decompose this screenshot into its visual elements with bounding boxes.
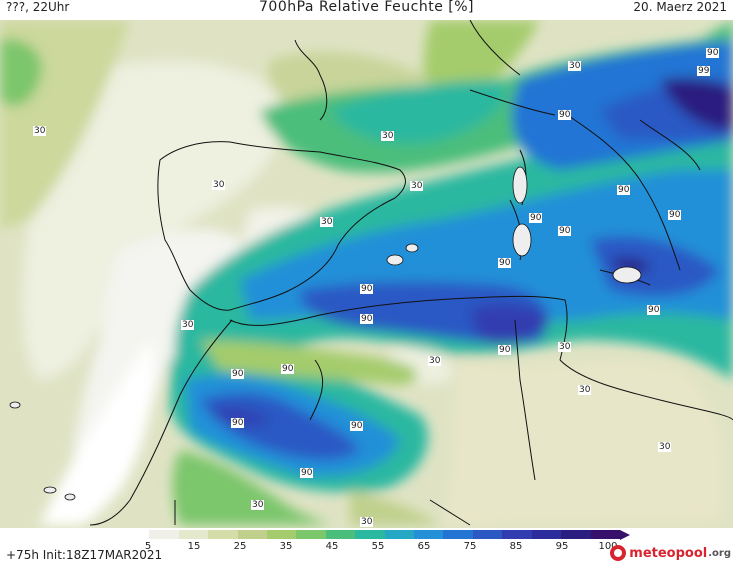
map-title: 700hPa Relative Feuchte [%] [259,0,474,15]
brand-logo-block: meteopool .org [610,545,731,561]
colorbar-legend: 5 15 25 35 45 55 65 75 85 95 100 [120,528,630,566]
contour-label: 90 [558,110,572,120]
colorbar-tick-label: 45 [325,541,339,552]
islands [9,166,642,501]
forecast-day-label: ???, 22Uhr [6,0,70,14]
colorbar-tick-label: 65 [417,541,431,552]
colorbar-segment [296,530,326,539]
contour-label: 30 [558,342,572,352]
contour-label: 90 [647,305,661,315]
contour-label: 30 [658,442,672,452]
brand-tld: .org [708,547,731,559]
contour-label: 90 [350,421,364,431]
contour-label: 90 [668,210,682,220]
contour-label: 90 [498,258,512,268]
contour-label: 90 [231,418,245,428]
contour-label: 90 [360,314,374,324]
contour-label: 90 [558,226,572,236]
colorbar-tick-label: 75 [463,541,477,552]
contour-label: 30 [578,385,592,395]
contour-label: 30 [33,126,47,136]
colorbar-segment [502,530,532,539]
forecast-date: 20. Maerz 2021 [633,0,727,14]
colorbar-segment [325,530,356,539]
colorbar-segment [120,530,150,539]
colorbar-tick-label: 85 [509,541,523,552]
colorbar-segment [237,530,268,539]
run-info: +75h Init:18Z17MAR2021 [6,548,163,562]
contour-label: 30 [360,517,374,527]
contour-label: 30 [320,217,334,227]
contour-label: 30 [410,181,424,191]
contour-label: 90 [360,284,374,294]
colorbar-segment [531,530,562,539]
colorbar-segment [443,530,473,539]
humidity-map [0,20,733,528]
contour-label: 30 [212,180,226,190]
contour-label: 90 [231,369,245,379]
colorbar-tick-label: 5 [144,541,152,552]
contour-label: 90 [300,468,314,478]
brand-name: meteopool [629,545,708,561]
contour-label: 90 [706,48,720,58]
colorbar-segment [208,530,238,539]
colorbar-tick-label: 95 [555,541,569,552]
colorbar-segment [590,530,620,539]
contour-label: 90 [498,345,512,355]
humidity-shading [0,20,733,525]
meteopool-logo-icon [610,545,627,561]
colorbar-segment [267,530,297,539]
colorbar-gradient [120,529,630,540]
contour-label: 90 [529,213,543,223]
colorbar-segment [472,530,503,539]
contour-label: 30 [568,61,582,71]
colorbar-arrow [619,529,630,540]
colorbar-tick-label: 100 [598,541,618,552]
colorbar-segment [414,530,444,539]
colorbar-tick-label: 35 [279,541,293,552]
colorbar-tick-label: 55 [371,541,385,552]
colorbar-segment [355,530,385,539]
colorbar-segment [149,530,179,539]
contour-label: 90 [281,364,295,374]
header-bar: ???, 22Uhr 700hPa Relative Feuchte [%] 2… [0,0,733,20]
contour-label: 99 [697,66,711,76]
colorbar-segment [384,530,415,539]
colorbar-segment [178,530,209,539]
colorbar-segment [561,530,591,539]
contour-label: 30 [251,500,265,510]
colorbar-tick-label: 25 [233,541,247,552]
contour-label: 30 [381,131,395,141]
contour-label: 30 [428,356,442,366]
contour-label: 30 [181,320,195,330]
coastlines [89,20,733,526]
colorbar-tick-label: 15 [187,541,201,552]
contour-label: 90 [617,185,631,195]
